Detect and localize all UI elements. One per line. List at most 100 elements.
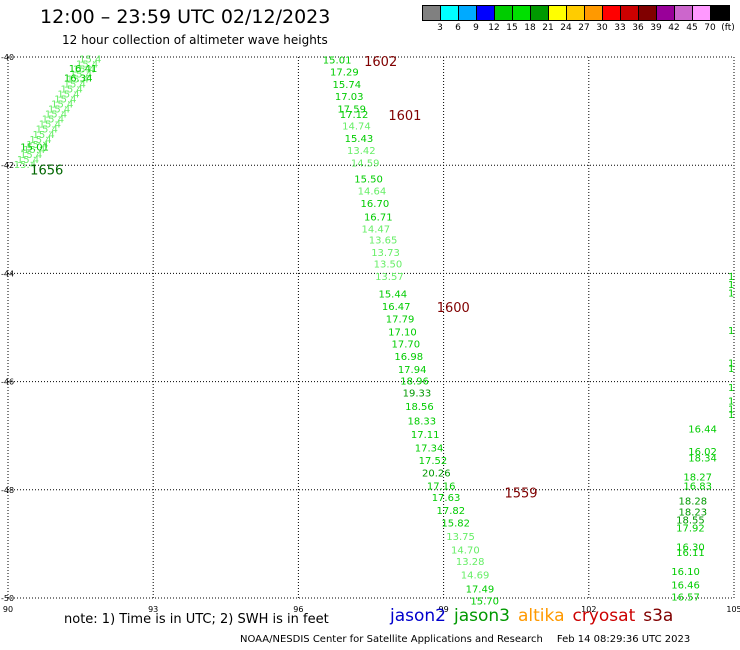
y-tick-label: -48	[1, 486, 14, 495]
legend-label: 39	[650, 23, 662, 33]
credit-text: NOAA/NESDIS Center for Satellite Applica…	[240, 634, 543, 645]
swh-value: 17.16	[427, 481, 456, 492]
swh-value-edge: 1	[728, 272, 734, 283]
legend-label: 27	[578, 23, 590, 33]
legend-label: (ft)	[721, 23, 735, 33]
satellite-cryosat: cryosat	[572, 606, 636, 626]
swh-value: 18.56	[405, 402, 434, 413]
satellite-s3a: s3a	[643, 606, 674, 626]
swh-value: 15.43	[345, 134, 374, 145]
y-tick-label: -50	[1, 594, 14, 603]
y-tick-label: -42	[1, 161, 14, 170]
swh-value-overlap: 15.4	[20, 150, 42, 161]
swh-value: 17.94	[398, 365, 427, 376]
legend-swatch	[585, 6, 603, 20]
legend-label: 21	[542, 23, 554, 33]
legend-swatches	[422, 5, 730, 21]
swh-value: 17.03	[335, 92, 364, 103]
x-tick-label: 96	[293, 605, 303, 614]
legend-label: 24	[560, 23, 572, 33]
swh-value: 16.47	[382, 302, 411, 313]
legend-label: 9	[473, 23, 479, 33]
pass-time-label: 1601	[388, 109, 421, 124]
legend-swatch	[423, 6, 441, 20]
x-tick-label: 102	[581, 605, 596, 614]
swh-value: 16.10	[671, 567, 700, 578]
satellite-jason3: jason3	[454, 606, 510, 626]
swh-value: 15.50	[354, 175, 383, 186]
swh-value-overlap: 15.4	[60, 85, 82, 96]
swh-value-overlap: 15.4	[48, 105, 70, 116]
legend-swatch	[693, 6, 711, 20]
pass-time-label: 1656	[30, 164, 63, 179]
swh-value-edge: 1	[728, 326, 734, 337]
satellite-altika: altika	[518, 606, 565, 626]
swh-value: 16.46	[671, 580, 700, 591]
map-title: 12:00 – 23:59 UTC 02/12/2023	[40, 6, 331, 28]
legend-label: 3	[437, 23, 443, 33]
legend-label: 6	[455, 23, 461, 33]
y-tick-label: -40	[1, 53, 14, 62]
swh-value: 14.70	[451, 545, 480, 556]
swh-value: 16.98	[394, 352, 423, 363]
swh-value-edge: 1	[728, 410, 734, 421]
swh-value-overlap: 15.4	[42, 115, 64, 126]
swh-value: 17.52	[419, 456, 448, 467]
swh-value-edge: 1	[728, 405, 734, 416]
swh-value-overlap: 15.4	[54, 95, 76, 106]
swh-value-overlap: 15.4	[26, 140, 48, 151]
swh-value-overlap: 15.4	[67, 75, 89, 86]
legend-swatch	[549, 6, 567, 20]
legend-swatch	[657, 6, 675, 20]
swh-value-overlap: 15.4	[17, 155, 39, 166]
y-tick-label: -46	[1, 378, 14, 387]
swh-value: 17.29	[330, 68, 359, 79]
swh-value: 17.11	[411, 430, 440, 441]
swh-value: 14.47	[362, 224, 391, 235]
legend-label: 12	[488, 23, 500, 33]
swh-value: 17.79	[386, 314, 415, 325]
swh-value: 14.74	[342, 122, 371, 133]
x-tick-label: 93	[148, 605, 158, 614]
swh-value: 13.75	[446, 532, 475, 543]
swh-value: 17.49	[466, 584, 495, 595]
swh-value: 17.10	[388, 327, 417, 338]
credit-line: NOAA/NESDIS Center for Satellite Applica…	[240, 634, 690, 645]
color-legend: 3 6 9 12 15 18 21 24 27 30 33 36 39 42 45 70 (ft)	[422, 5, 735, 35]
swh-value-overlap: 15.4	[36, 125, 58, 136]
swh-value-overlap: 15.4	[79, 54, 101, 65]
swh-value: 19.33	[403, 388, 432, 399]
swh-value: 16.11	[676, 548, 705, 559]
swh-value: 16.34	[64, 74, 93, 85]
legend-swatch	[441, 6, 459, 20]
legend-label: 30	[596, 23, 608, 33]
legend-swatch	[495, 6, 513, 20]
swh-value: 17.34	[415, 444, 444, 455]
swh-value-overlap: 15.4	[32, 130, 54, 141]
legend-swatch	[459, 6, 477, 20]
swh-value-overlap: 15.4	[14, 160, 36, 171]
swh-value-overlap: 15.4	[76, 59, 98, 70]
swh-value: 14.59	[351, 158, 380, 169]
x-tick-label: 90	[3, 605, 13, 614]
swh-value-overlap: 15.4	[51, 100, 73, 111]
swh-value: 16.41	[69, 64, 98, 75]
x-tick-label: 99	[439, 605, 449, 614]
swh-value-overlap: 15.4	[45, 110, 67, 121]
swh-value: 18.28	[679, 497, 708, 508]
map-subtitle: 12 hour collection of altimeter wave hei…	[62, 33, 328, 47]
swh-value: 18.55	[676, 516, 705, 527]
swh-value: 13.50	[374, 260, 403, 271]
swh-value: 17.70	[392, 340, 421, 351]
legend-label: 45	[686, 23, 698, 33]
swh-value: 13.73	[371, 248, 400, 259]
legend-swatch	[513, 6, 531, 20]
swh-value: 18.96	[400, 377, 429, 388]
swh-value-edge: 1	[728, 383, 734, 394]
swh-value: 15.82	[441, 518, 470, 529]
swh-value-overlap: 15.4	[57, 90, 79, 101]
footnote: note: 1) Time is in UTC; 2) SWH is in fe…	[64, 612, 329, 627]
swh-value: 13.57	[375, 272, 404, 283]
swh-value-overlap: 15.4	[29, 135, 51, 146]
